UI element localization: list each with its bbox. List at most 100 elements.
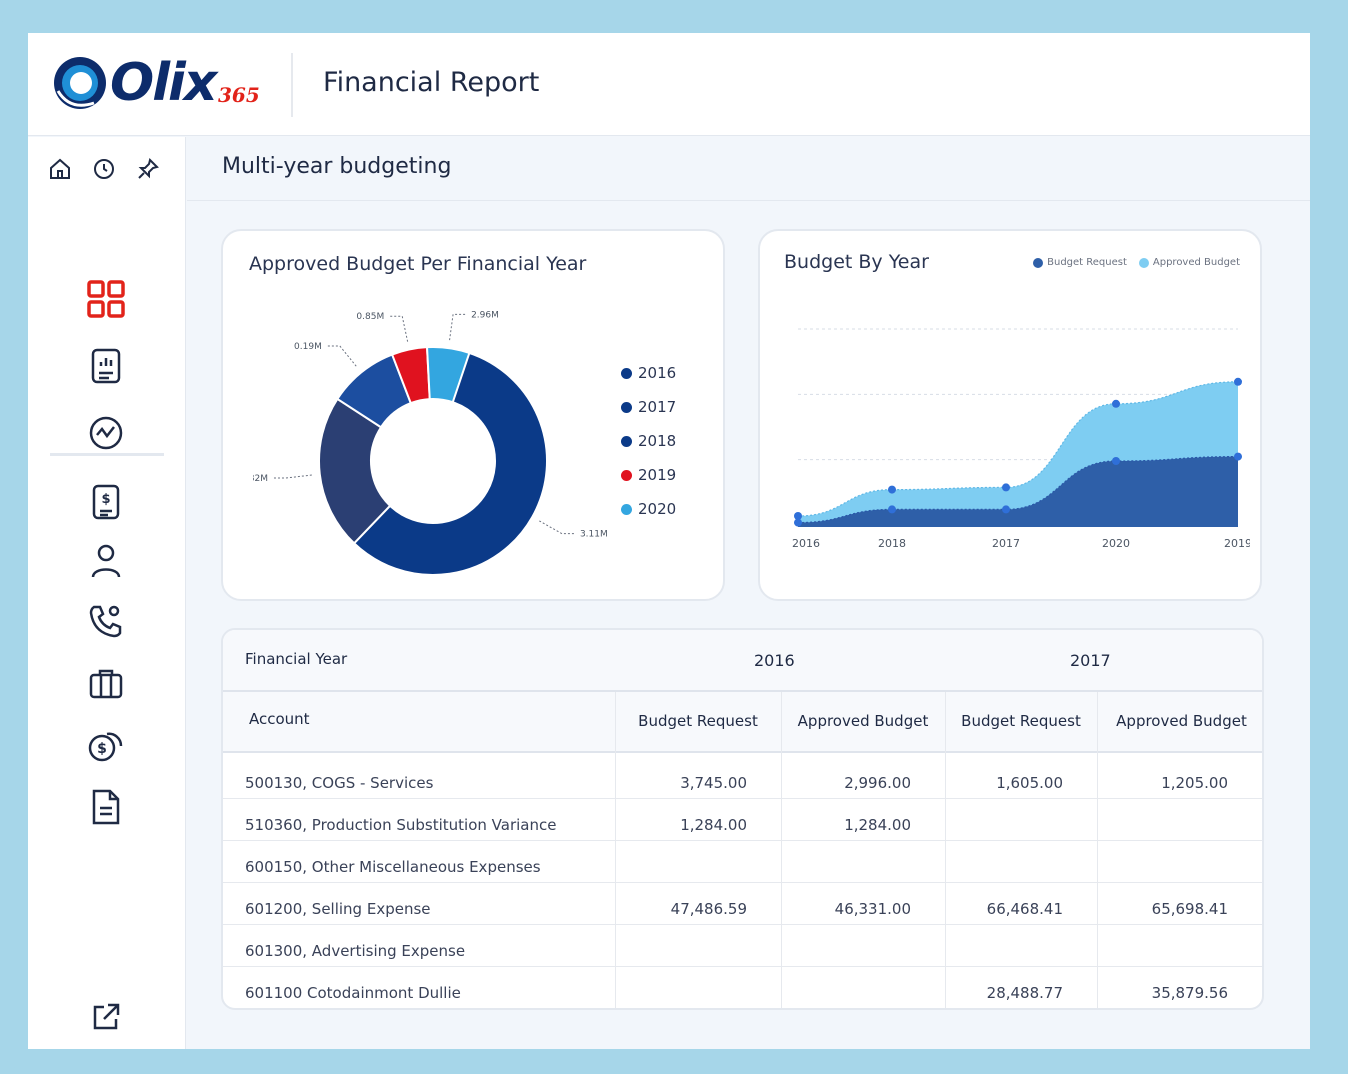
legend-dot	[621, 435, 632, 447]
row-divider	[223, 882, 1262, 883]
donut-legend-item[interactable]: 2019	[621, 466, 676, 484]
dashboard-grid-icon[interactable]	[84, 277, 128, 321]
row-divider	[223, 966, 1262, 967]
table-divider	[223, 690, 1262, 692]
invoice-icon[interactable]: $	[86, 481, 126, 523]
phone-icon[interactable]	[86, 601, 126, 641]
row-divider	[223, 798, 1262, 799]
legend-label: Approved Budget	[1152, 257, 1240, 268]
year-header-2016: 2016	[754, 651, 795, 670]
table-cell-value: 47,486.59	[670, 900, 747, 918]
user-icon[interactable]	[86, 541, 126, 581]
legend-label: 2016	[638, 364, 677, 382]
column-header[interactable]: Budget Request	[638, 712, 758, 730]
legend-label: 2019	[638, 466, 677, 484]
table-cell-value: 3,745.00	[680, 774, 747, 792]
budget-table: Financial Year 2016 2017 Account Budget Requ…	[221, 628, 1264, 1010]
table-cell-value: 46,331.00	[834, 900, 911, 918]
legend-label: 2020	[638, 500, 677, 518]
x-tick-label: 2016	[792, 537, 820, 550]
legend-dot	[621, 503, 632, 515]
logo-sub: 365	[218, 83, 260, 107]
area-point[interactable]	[1234, 377, 1242, 386]
area-chart-card: Budget By Year Budget Request Approved Bu…	[758, 229, 1262, 601]
table-column-divider	[1097, 692, 1098, 1008]
area-point[interactable]	[1112, 457, 1120, 465]
table-cell-value: 1,205.00	[1161, 774, 1228, 792]
table-cell-value: 1,605.00	[996, 774, 1063, 792]
table-row-account[interactable]: 600150, Other Miscellaneous Expenses	[245, 858, 541, 876]
table-cell-value: 1,284.00	[680, 816, 747, 834]
donut-data-label: 3.11M	[580, 530, 608, 540]
app-title: Financial Report	[323, 67, 540, 98]
table-row-account[interactable]: 500130, COGS - Services	[245, 774, 434, 792]
sidebar-divider	[50, 453, 164, 456]
legend-label: Budget Request	[1047, 257, 1127, 268]
money-icon[interactable]: $	[86, 725, 126, 765]
row-divider	[223, 840, 1262, 841]
column-header-account[interactable]: Account	[249, 710, 310, 728]
donut-legend-item[interactable]: 2016	[621, 364, 676, 382]
donut-slice-2020[interactable]	[425, 346, 471, 404]
donut-chart: 3.11M 0.82M 0.19M 0.85M 2.96M	[253, 310, 608, 576]
table-row-account[interactable]: 601200, Selling Expense	[245, 900, 431, 918]
svg-text:$: $	[97, 741, 107, 757]
analytics-icon[interactable]	[86, 413, 126, 453]
table-cell-value: 66,468.41	[986, 900, 1063, 918]
table-divider	[223, 751, 1262, 753]
donut-leader-line	[449, 313, 468, 341]
table-row-account[interactable]: 601300, Advertising Expense	[245, 942, 466, 960]
area-point[interactable]	[794, 512, 802, 520]
table-column-divider	[945, 692, 946, 1008]
report-icon[interactable]	[86, 345, 126, 387]
table-row-account[interactable]: 601100 Cotodainmont Dullie	[245, 984, 461, 1002]
document-icon[interactable]	[86, 787, 126, 827]
financial-year-label: Financial Year	[245, 650, 348, 668]
donut-legend-item[interactable]: 2018	[621, 432, 676, 450]
area-legend-item[interactable]: Approved Budget	[1138, 257, 1240, 268]
area-line	[797, 381, 1239, 517]
table-row-account[interactable]: 510360, Production Substitution Variance	[245, 816, 557, 834]
area-chart-title: Budget By Year	[784, 251, 929, 273]
area-point[interactable]	[1112, 399, 1120, 408]
column-header[interactable]: Approved Budget	[1116, 712, 1247, 730]
area-series-budget-request[interactable]	[798, 456, 1238, 527]
area-point[interactable]	[1002, 505, 1010, 514]
clock-icon[interactable]	[90, 155, 118, 183]
donut-leader-line	[325, 345, 357, 367]
subheader: Multi-year budgeting	[187, 137, 1310, 201]
x-tick-label: 2020	[1102, 537, 1130, 550]
table-column-divider	[781, 692, 782, 1008]
area-point[interactable]	[1002, 483, 1010, 492]
area-point[interactable]	[794, 518, 802, 527]
x-tick-label: 2019	[1224, 537, 1250, 550]
page-title: Multi-year budgeting	[222, 154, 452, 179]
column-header[interactable]: Budget Request	[961, 712, 1081, 730]
donut-legend-item[interactable]: 2017	[621, 398, 676, 416]
area-point[interactable]	[888, 505, 896, 514]
logo[interactable]: Olix 365	[50, 51, 270, 117]
home-icon[interactable]	[46, 155, 74, 183]
logo-swirl-icon	[54, 57, 106, 109]
table-cell-value: 65,698.41	[1151, 900, 1228, 918]
external-link-icon[interactable]	[88, 999, 124, 1035]
area-legend-item[interactable]: Budget Request	[1033, 257, 1127, 268]
column-header[interactable]: Approved Budget	[797, 712, 929, 730]
legend-dot	[1033, 257, 1044, 268]
year-header-2017: 2017	[1070, 651, 1111, 670]
area-point[interactable]	[1234, 452, 1242, 461]
svg-text:$: $	[101, 492, 110, 507]
table-column-divider	[615, 692, 616, 1008]
area-legend: Budget Request Approved Budget	[1033, 257, 1240, 268]
donut-leader-line	[388, 315, 409, 342]
briefcase-icon[interactable]	[86, 663, 126, 703]
area-point[interactable]	[888, 485, 896, 494]
donut-data-label: 0.82M	[253, 474, 268, 484]
donut-slice-2016[interactable]	[352, 349, 548, 576]
table-cell-value: 35,879.56	[1151, 984, 1228, 1002]
legend-label: 2017	[638, 398, 677, 416]
x-tick-label: 2018	[878, 537, 906, 550]
pin-icon[interactable]	[134, 155, 162, 183]
donut-chart-title: Approved Budget Per Financial Year	[249, 253, 587, 275]
donut-legend-item[interactable]: 2020	[621, 500, 676, 518]
